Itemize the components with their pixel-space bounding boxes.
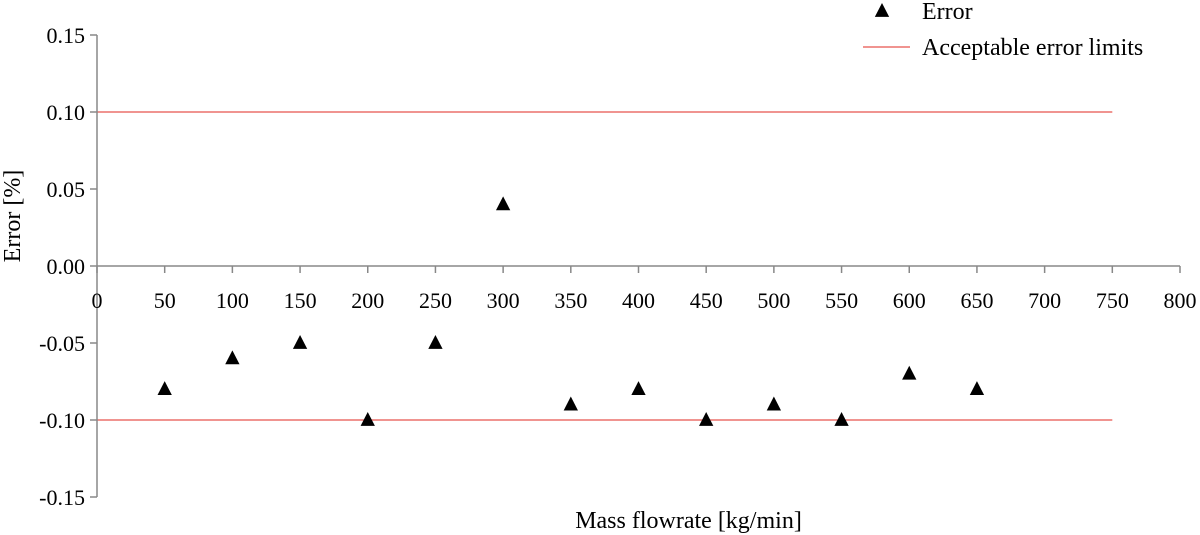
data-point — [225, 350, 240, 365]
x-tick-label: 200 — [351, 288, 384, 313]
y-tick-label: -0.10 — [39, 408, 85, 433]
data-point — [360, 411, 375, 426]
data-point — [766, 396, 782, 411]
x-tick-label: 650 — [960, 288, 993, 313]
y-tick-label: 0.05 — [47, 177, 86, 202]
legend-label-limits: Acceptable error limits — [922, 35, 1143, 61]
x-tick-label: 50 — [154, 288, 176, 313]
x-tick-label: 250 — [419, 288, 452, 313]
x-tick-label: 100 — [216, 288, 249, 313]
x-tick-label: 300 — [487, 288, 520, 313]
data-point — [563, 396, 578, 411]
legend-label-error: Error — [922, 0, 973, 25]
x-tick-label: 550 — [825, 288, 858, 313]
error-series-points — [157, 196, 985, 426]
y-tick-label: -0.15 — [39, 485, 85, 510]
data-point — [428, 334, 443, 349]
x-tick-label: 450 — [690, 288, 723, 313]
legend-marker-error — [874, 2, 890, 17]
data-point — [699, 411, 714, 426]
x-tick-label: 150 — [284, 288, 317, 313]
data-point — [902, 365, 917, 380]
x-tick-label: 750 — [1096, 288, 1129, 313]
legend: Error Acceptable error limits — [863, 0, 1143, 61]
x-tick-label: 600 — [893, 288, 926, 313]
x-tick-label: 0 — [92, 288, 103, 313]
y-axis-title: Error [%] — [0, 170, 26, 263]
data-point — [292, 334, 308, 349]
x-axis-title: Mass flowrate [kg/min] — [575, 508, 802, 534]
x-tick-label: 400 — [622, 288, 655, 313]
y-tick-label: 0.00 — [47, 254, 86, 279]
x-axis-ticks: 0 50 100 150 200 250 300 350 400 450 500 550 600 650 7… — [92, 266, 1197, 313]
x-tick-label: 700 — [1028, 288, 1061, 313]
y-tick-label: 0.10 — [47, 100, 86, 125]
data-point — [834, 411, 849, 426]
data-point — [495, 196, 511, 211]
data-point — [631, 381, 646, 396]
x-tick-label: 800 — [1164, 288, 1197, 313]
x-tick-label: 350 — [554, 288, 587, 313]
acceptable-error-limit-lines — [97, 111, 1113, 421]
y-axis-ticks: 0.15 0.10 0.05 0.00 -0.05 -0.10 -0.15 — [39, 23, 97, 510]
y-tick-label: -0.05 — [39, 331, 85, 356]
data-point — [157, 381, 172, 396]
y-tick-label: 0.15 — [47, 23, 86, 48]
data-point — [969, 381, 985, 396]
x-tick-label: 500 — [757, 288, 790, 313]
